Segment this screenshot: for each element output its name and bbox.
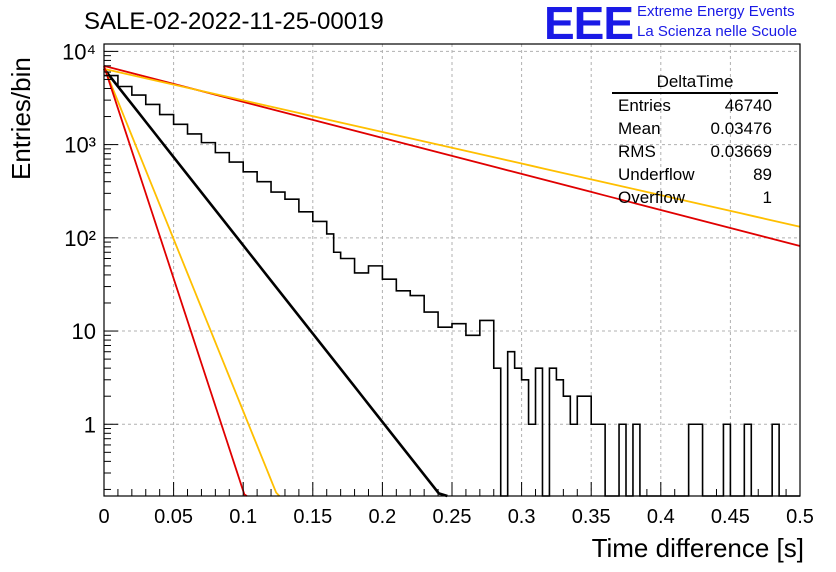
plot-title: SALE-02-2022-11-25-00019 <box>84 8 384 35</box>
y-tick-label: 10² <box>64 226 96 251</box>
stats-value: 46740 <box>724 96 772 115</box>
stats-value: 89 <box>753 165 772 184</box>
x-tick-label: 0.15 <box>293 506 332 528</box>
logo-line-1: Extreme Energy Events <box>637 3 795 20</box>
y-tick-label: 10³ <box>64 133 96 158</box>
stats-label: Entries <box>618 96 671 115</box>
stats-title: DeltaTime <box>612 72 778 94</box>
y-tick-label: 1 <box>84 412 96 437</box>
logo-line-2: La Scienza nelle Scuole <box>637 23 798 40</box>
fit-curve-orange <box>103 67 801 228</box>
stats-box: DeltaTime Entries 46740 Mean 0.03476 RMS… <box>612 72 778 209</box>
fit-curve-orange <box>103 66 281 497</box>
stats-row-mean: Mean 0.03476 <box>612 117 778 140</box>
x-tick-label: 0.3 <box>508 506 536 528</box>
stats-row-entries: Entries 46740 <box>612 94 778 117</box>
stats-row-rms: RMS 0.03669 <box>612 140 778 163</box>
stats-value: 1 <box>762 188 772 207</box>
histogram-steps <box>104 74 800 497</box>
eee-logo: EEE <box>544 0 634 49</box>
x-axis-label: Time difference [s] <box>591 533 804 563</box>
y-axis-label: Entries/bin <box>6 57 36 180</box>
x-tick-label: 0.5 <box>786 506 814 528</box>
stats-row-overflow: Overflow 1 <box>612 186 778 209</box>
x-tick-label: 0.25 <box>433 506 472 528</box>
stats-label: Overflow <box>618 188 686 207</box>
y-tick-label: 10⁴ <box>62 39 96 64</box>
stats-label: RMS <box>618 142 656 161</box>
fit-curves <box>102 64 801 498</box>
stats-label: Underflow <box>618 165 695 184</box>
stats-value: 0.03669 <box>710 142 772 161</box>
x-tick-label: 0.35 <box>572 506 611 528</box>
axes: 0 0.05 0.1 0.15 0.2 0.25 0.3 0.35 0.4 0.45 0.5 1 10 1… <box>62 39 814 528</box>
grid-lines <box>104 44 800 496</box>
x-tick-label: 0 <box>98 506 109 528</box>
x-tick-label: 0.2 <box>368 506 396 528</box>
fit-curve-black <box>102 68 448 498</box>
x-tick-label: 0.4 <box>647 506 675 528</box>
x-tick-label: 0.05 <box>154 506 193 528</box>
fit-curve-red <box>103 65 248 497</box>
plot-frame <box>103 43 801 497</box>
x-tick-label: 0.1 <box>229 506 257 528</box>
y-tick-label: 10 <box>72 319 96 344</box>
stats-row-underflow: Underflow 89 <box>612 163 778 186</box>
stats-label: Mean <box>618 119 661 138</box>
histogram <box>104 74 800 497</box>
stats-value: 0.03476 <box>710 119 772 138</box>
x-tick-label: 0.45 <box>711 506 750 528</box>
